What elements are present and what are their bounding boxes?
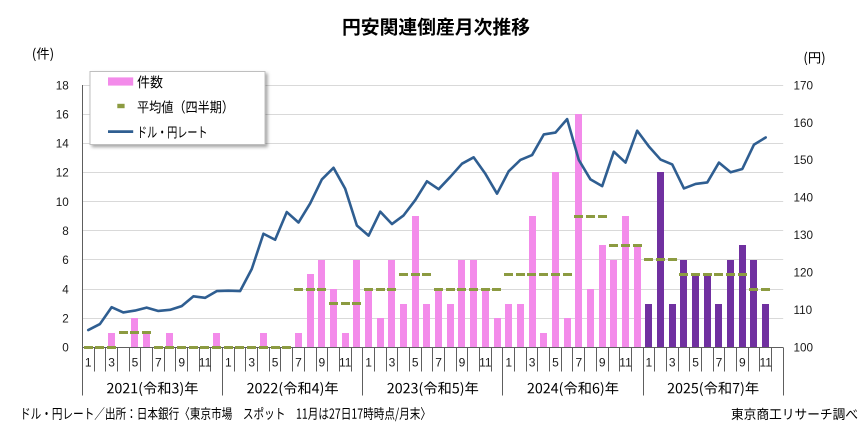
svg-text:18: 18 bbox=[56, 79, 69, 92]
svg-text:150: 150 bbox=[794, 154, 814, 167]
svg-text:3: 3 bbox=[389, 355, 396, 369]
svg-text:7: 7 bbox=[435, 355, 442, 369]
svg-text:1: 1 bbox=[646, 355, 653, 369]
svg-text:3: 3 bbox=[529, 355, 536, 369]
svg-text:1: 1 bbox=[85, 355, 92, 369]
svg-text:9: 9 bbox=[178, 355, 185, 369]
svg-text:4: 4 bbox=[62, 283, 69, 296]
svg-text:11: 11 bbox=[759, 355, 772, 369]
svg-text:11: 11 bbox=[479, 355, 492, 369]
svg-text:9: 9 bbox=[459, 355, 466, 369]
svg-text:2: 2 bbox=[62, 312, 69, 325]
svg-text:9: 9 bbox=[599, 355, 606, 369]
svg-text:9: 9 bbox=[318, 355, 325, 369]
svg-text:16: 16 bbox=[56, 108, 69, 121]
svg-text:120: 120 bbox=[794, 267, 814, 280]
svg-text:3: 3 bbox=[248, 355, 255, 369]
svg-text:160: 160 bbox=[794, 117, 814, 130]
svg-text:0: 0 bbox=[62, 342, 69, 355]
svg-text:9: 9 bbox=[739, 355, 746, 369]
svg-text:7: 7 bbox=[575, 355, 582, 369]
svg-text:5: 5 bbox=[412, 355, 419, 369]
svg-text:130: 130 bbox=[794, 229, 814, 242]
svg-text:170: 170 bbox=[794, 79, 814, 92]
svg-text:3: 3 bbox=[669, 355, 676, 369]
svg-text:11: 11 bbox=[619, 355, 632, 369]
svg-text:1: 1 bbox=[225, 355, 232, 369]
svg-text:100: 100 bbox=[794, 342, 814, 355]
svg-text:12: 12 bbox=[56, 167, 69, 180]
svg-text:7: 7 bbox=[155, 355, 162, 369]
svg-text:11: 11 bbox=[199, 355, 212, 369]
svg-text:5: 5 bbox=[132, 355, 139, 369]
svg-text:5: 5 bbox=[552, 355, 559, 369]
svg-text:5: 5 bbox=[272, 355, 279, 369]
svg-text:1: 1 bbox=[365, 355, 372, 369]
svg-text:8: 8 bbox=[62, 225, 69, 238]
svg-text:7: 7 bbox=[716, 355, 723, 369]
svg-text:1: 1 bbox=[505, 355, 512, 369]
svg-text:3: 3 bbox=[108, 355, 115, 369]
svg-text:11: 11 bbox=[339, 355, 352, 369]
svg-text:7: 7 bbox=[295, 355, 302, 369]
svg-text:140: 140 bbox=[794, 192, 814, 205]
svg-text:14: 14 bbox=[56, 138, 70, 151]
svg-text:110: 110 bbox=[794, 304, 813, 317]
svg-text:10: 10 bbox=[56, 196, 70, 209]
svg-text:5: 5 bbox=[692, 355, 699, 369]
svg-text:6: 6 bbox=[62, 254, 69, 267]
